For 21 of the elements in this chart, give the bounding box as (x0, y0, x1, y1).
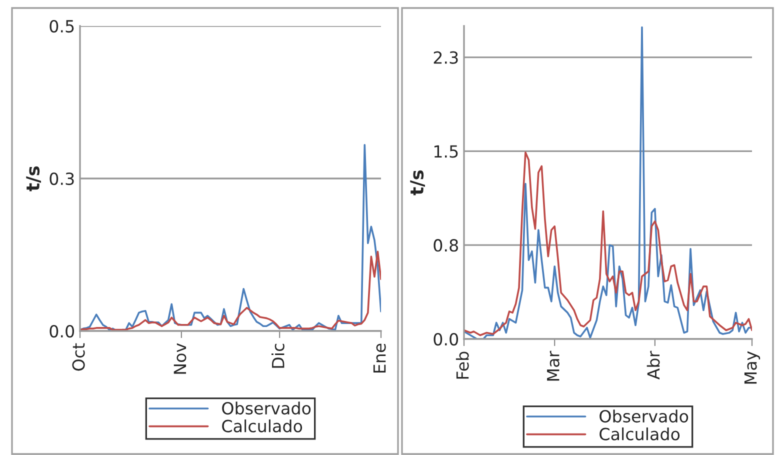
x-tick-label: Feb (456, 352, 469, 379)
y-tick-label: 0.8 (434, 239, 458, 252)
y-axis-title: t/s (26, 166, 41, 192)
y-tick-label: 2.3 (434, 51, 458, 64)
y-tick-label: 1.5 (434, 145, 458, 158)
y-tick-label: 0.0 (434, 332, 458, 346)
y-tick-label: 0.0 (50, 324, 74, 338)
y-axis-title: t/s (410, 170, 425, 196)
legend-label: Observado (600, 410, 688, 423)
legend-label: Calculado (222, 419, 302, 432)
x-tick-label: Abr (646, 350, 660, 380)
y-tick-label: 0.5 (50, 20, 74, 33)
x-tick-label: Dic (272, 344, 284, 368)
legend-label: Observado (222, 402, 311, 415)
y-tick-label: 0.3 (50, 172, 74, 186)
x-tick-label: Nov (174, 343, 186, 374)
x-tick-label: May (744, 351, 760, 384)
x-tick-label: Mar (547, 350, 560, 381)
legend-label: Calculado (600, 427, 680, 440)
x-tick-label: Ene (373, 344, 386, 373)
x-tick-label: Oct (72, 343, 85, 371)
